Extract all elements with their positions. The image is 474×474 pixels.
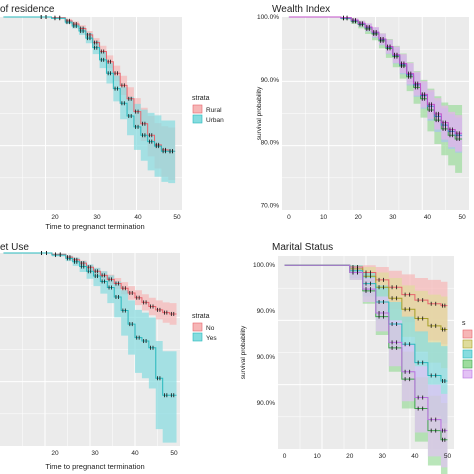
chart-title: Marital Status (272, 242, 333, 253)
y-tick-label: 100.0% (257, 14, 279, 21)
x-tick-label: 50 (170, 450, 178, 457)
confidence-band-yes (3, 253, 177, 443)
x-tick-label: 20 (51, 214, 59, 221)
x-tick-label: 10 (320, 214, 328, 221)
x-tick-label: 30 (379, 453, 387, 460)
legend-key (192, 322, 203, 332)
legend-title: strata (192, 313, 210, 320)
x-tick-label: 40 (424, 214, 432, 221)
panel-1: of residence 20 30 40 50 Time to pregnanct te… (0, 4, 224, 231)
chart-title: of residence (0, 4, 55, 15)
y-tick-label: 90.0% (257, 400, 276, 407)
x-tick-label: 40 (411, 453, 419, 460)
chart-title: Wealth Index (272, 4, 330, 15)
y-axis-label: survival probability (240, 325, 247, 379)
survival-curve-no (3, 252, 177, 315)
survival-curve-yes (3, 252, 177, 396)
legend-label: No (206, 325, 215, 332)
legend: strata Rural Urban (192, 95, 224, 124)
survival-curve-series-5 (284, 264, 448, 432)
survival-curve-urban (3, 16, 176, 152)
y-tick-label: 80.0% (261, 140, 280, 147)
x-tick-label: 30 (389, 214, 397, 221)
x-tick-label: 10 (313, 453, 321, 460)
y-tick-label: 90.0% (257, 308, 276, 315)
x-tick-label: 40 (134, 214, 142, 221)
confidence-band-series-5 (284, 265, 448, 468)
legend-title: s (462, 320, 466, 327)
legend: strata No Yes (192, 313, 217, 342)
confidence-band-series-1 (284, 265, 448, 345)
chart-title: et Use (0, 242, 29, 253)
y-axis-label: survival probability (256, 86, 263, 140)
x-axis-label: Time to pregnanct termination (45, 462, 144, 471)
legend-key (462, 349, 473, 359)
legend-key (192, 104, 203, 114)
y-tick-label: 100.0% (253, 262, 275, 269)
x-tick-label: 0 (283, 453, 287, 460)
legend-key (462, 329, 473, 339)
x-tick-label: 0 (287, 214, 291, 221)
confidence-band-series-2 (284, 265, 448, 369)
x-tick-label: 20 (51, 450, 59, 457)
y-tick-label: 90.0% (257, 354, 276, 361)
legend-key (192, 114, 203, 124)
legend-title: strata (192, 95, 210, 102)
panel-3: et Use 20 30 40 50 Time to pregnanct terminat… (0, 242, 217, 471)
confidence-band-urban (3, 17, 176, 184)
legend-label: Yes (206, 335, 217, 342)
legend: s (462, 320, 473, 379)
x-tick-label: 40 (131, 450, 139, 457)
x-tick-label: 50 (444, 453, 452, 460)
legend-key (462, 359, 473, 369)
x-axis-label: Time to pregnanct termination (45, 222, 144, 231)
x-tick-label: 50 (458, 214, 466, 221)
x-tick-label: 30 (91, 450, 99, 457)
legend-label: Rural (206, 107, 222, 114)
survival-curve-rural (3, 16, 176, 152)
y-tick-label: 70.0% (261, 203, 280, 210)
legend-key (462, 369, 473, 379)
legend-label: Urban (206, 117, 224, 124)
x-tick-label: 50 (173, 214, 181, 221)
legend-key (462, 339, 473, 349)
confidence-band-series-3 (288, 17, 463, 152)
x-tick-label: 30 (93, 214, 101, 221)
panel-4: Marital Status 0 10 20 30 40 50 100.0% 90.0% 90.0… (240, 242, 473, 474)
panel-2: Wealth Index 0 10 20 30 40 50 100.0% 90.0% 80.0% 7… (256, 4, 469, 221)
survival-curve-series-3 (288, 16, 463, 134)
legend-key (192, 332, 203, 342)
x-tick-label: 20 (355, 214, 363, 221)
y-tick-label: 90.0% (261, 77, 280, 84)
x-tick-label: 20 (346, 453, 354, 460)
